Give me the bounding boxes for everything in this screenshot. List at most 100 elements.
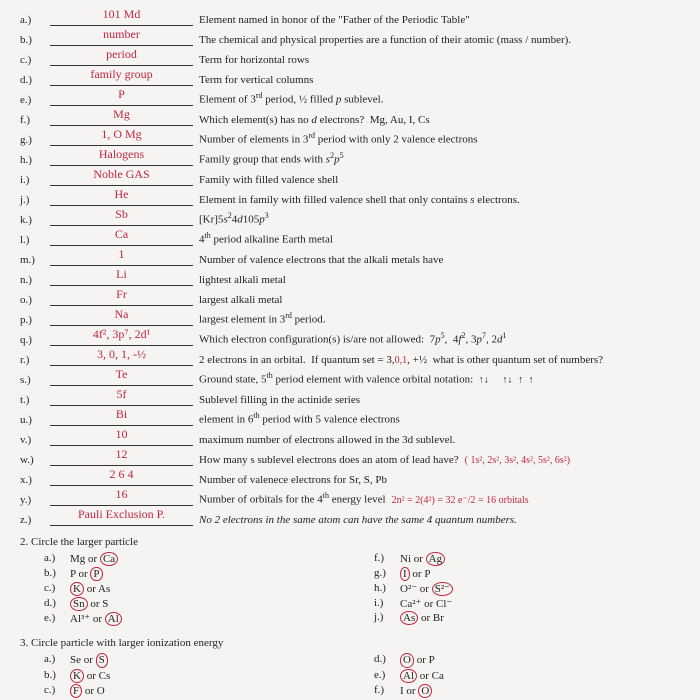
answer-blank: period: [50, 48, 193, 66]
item-marker: p.): [20, 314, 50, 326]
option-text: Sn or S: [70, 597, 108, 611]
option-text: As or Br: [400, 611, 444, 625]
answer-blank: number: [50, 28, 193, 46]
item-marker: e.): [374, 669, 400, 683]
circled-answer: F: [70, 684, 82, 698]
item-marker: o.): [20, 294, 50, 306]
item-marker: f.): [374, 552, 400, 566]
circled-answer: Ca: [100, 552, 118, 566]
circled-answer: Al: [105, 612, 122, 626]
worksheet-row: f.)MgWhich element(s) has no d electrons…: [20, 108, 680, 126]
option-row: b.)K or Cs: [20, 669, 350, 683]
option-row: c.)K or As: [20, 582, 350, 596]
worksheet-row: o.)Frlargest alkali metal: [20, 288, 680, 306]
clue-text: Element named in honor of the "Father of…: [199, 14, 680, 26]
item-marker: y.): [20, 494, 50, 506]
worksheet-row: m.)1Number of valence electrons that the…: [20, 248, 680, 266]
answer-blank: Mg: [50, 108, 193, 126]
item-marker: i.): [374, 597, 400, 610]
worksheet-row: c.)period Term for horizontal rows: [20, 48, 680, 66]
option-text: I or O: [400, 684, 432, 698]
circled-answer: O: [418, 684, 432, 698]
option-text: K or As: [70, 582, 110, 596]
item-marker: k.): [20, 214, 50, 226]
option-text: Al or Ca: [400, 669, 444, 683]
worksheet-row: d.)family groupTerm for vertical columns: [20, 68, 680, 86]
option-text: I or P: [400, 567, 430, 581]
answer-blank: Na: [50, 308, 193, 326]
clue-text: Term for vertical columns: [199, 74, 680, 86]
question-3-title: 3. Circle particle with larger ionizatio…: [20, 637, 680, 649]
circled-answer: S²⁻: [432, 582, 453, 596]
option-text: Al³⁺ or Al: [70, 612, 122, 626]
item-marker: i.): [20, 174, 50, 186]
item-marker: r.): [20, 354, 50, 366]
answer-blank: 1, O Mg: [50, 128, 193, 146]
item-marker: c.): [44, 684, 70, 698]
answer-blank: Sb: [50, 208, 193, 226]
clue-text: Sublevel filling in the actinide series: [199, 394, 680, 406]
option-text: F or O: [70, 684, 105, 698]
option-row: i.)Ca²⁺ or Cl⁻: [350, 597, 680, 610]
item-marker: a.): [44, 552, 70, 566]
worksheet-row: b.)numberThe chemical and physical prope…: [20, 28, 680, 46]
item-marker: b.): [44, 669, 70, 683]
clue-text: Number of orbitals for the 4th energy le…: [199, 492, 680, 506]
worksheet-row: y.)16Number of orbitals for the 4th ener…: [20, 488, 680, 506]
item-marker: e.): [44, 612, 70, 626]
clue-text: largest element in 3rd period.: [199, 312, 680, 326]
item-marker: a.): [44, 653, 70, 667]
item-marker: j.): [20, 194, 50, 206]
item-marker: a.): [20, 14, 50, 26]
item-marker: s.): [20, 374, 50, 386]
question-3-options: a.)Se or Sb.)K or Csc.)F or Od.)O or Pe.…: [20, 653, 680, 698]
item-marker: h.): [20, 154, 50, 166]
option-row: e.)Al³⁺ or Al: [20, 612, 350, 626]
clue-text: Number of elements in 3rd period with on…: [199, 132, 680, 146]
option-row: e.)Al or Ca: [350, 669, 680, 683]
option-text: O²⁻ or S²⁻: [400, 582, 453, 596]
clue-text: element in 6th period with 5 valence ele…: [199, 412, 680, 426]
option-text: Se or S: [70, 653, 108, 667]
worksheet-row: k.)Sb[Kr]5s24d105p3: [20, 208, 680, 226]
answer-blank: 12: [50, 448, 193, 466]
worksheet-row: u.)Bielement in 6th period with 5 valenc…: [20, 408, 680, 426]
item-marker: x.): [20, 474, 50, 486]
item-marker: d.): [44, 597, 70, 611]
item-marker: t.): [20, 394, 50, 406]
answer-blank: Fr: [50, 288, 193, 306]
clue-text: 2 electrons in an orbital. If quantum se…: [199, 354, 680, 366]
option-text: Mg or Ca: [70, 552, 118, 566]
item-marker: g.): [374, 567, 400, 581]
answer-blank: 1: [50, 248, 193, 266]
item-marker: c.): [20, 54, 50, 66]
worksheet-row: l.)Ca4th period alkaline Earth metal: [20, 228, 680, 246]
item-marker: b.): [20, 34, 50, 46]
item-marker: b.): [44, 567, 70, 581]
circled-answer: I: [400, 567, 410, 581]
circled-answer: As: [400, 611, 418, 625]
item-marker: z.): [20, 514, 50, 526]
clue-text: Element of 3rd period, ½ filled p sublev…: [199, 92, 680, 106]
option-text: O or P: [400, 653, 435, 667]
option-text: Ni or Ag: [400, 552, 445, 566]
clue-text: Family with filled valence shell: [199, 174, 680, 186]
item-marker: w.): [20, 454, 50, 466]
worksheet-row: z.)Pauli Exclusion P.No 2 electrons in t…: [20, 508, 680, 526]
option-row: a.)Se or S: [20, 653, 350, 667]
clue-text: Term for horizontal rows: [199, 54, 680, 66]
worksheet-row: v.)10maximum number of electrons allowed…: [20, 428, 680, 446]
clue-text: Number of valenece electrons for Sr, S, …: [199, 474, 680, 486]
worksheet-row: r.)3, 0, 1, -½2 electrons in an orbital.…: [20, 348, 680, 366]
circled-answer: O: [400, 653, 414, 667]
worksheet-row: a.)101 Md Element named in honor of the "…: [20, 8, 680, 26]
item-marker: j.): [374, 611, 400, 625]
worksheet-row: q.)4f², 3p⁷, 2d¹Which electron configura…: [20, 328, 680, 346]
answer-blank: 2 6 4: [50, 468, 193, 486]
answer-blank: 101 Md: [50, 8, 193, 26]
item-marker: e.): [20, 94, 50, 106]
worksheet-row: w.)12How many s sublevel electrons does …: [20, 448, 680, 466]
clue-text: Which element(s) has no d electrons? Mg,…: [199, 114, 680, 126]
option-text: K or Cs: [70, 669, 110, 683]
option-row: f.)Ni or Ag: [350, 552, 680, 566]
